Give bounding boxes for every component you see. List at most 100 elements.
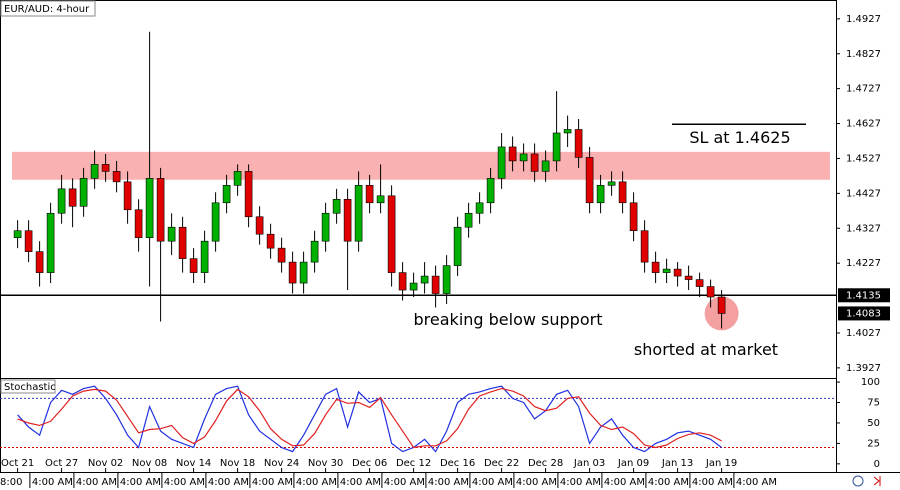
- candle-body: [145, 178, 154, 238]
- candle-body: [673, 268, 682, 277]
- candle-body: [662, 268, 671, 273]
- y-tick-label: 1.4927: [846, 14, 881, 25]
- candle-body: [475, 202, 484, 214]
- x-tick-label: Jan 09: [617, 458, 649, 469]
- candle-body: [464, 212, 473, 228]
- candle-body: [695, 279, 704, 287]
- y-tick-label: 1.4727: [846, 84, 881, 95]
- y-tick-label: 1.4627: [846, 119, 881, 130]
- candle-body: [222, 185, 231, 204]
- candle-body: [541, 160, 550, 172]
- candle-body: [167, 226, 176, 242]
- candle-body: [442, 265, 451, 294]
- icon[interactable]: [852, 475, 864, 487]
- corner-icons[interactable]: [852, 475, 881, 487]
- y-tick-label: 1.4027: [846, 328, 881, 339]
- candle-body: [343, 198, 352, 242]
- x-tick-label: Dec 22: [484, 458, 519, 469]
- y-tick-label: 0: [874, 459, 880, 470]
- candle-body: [68, 188, 77, 207]
- candle-body: [123, 181, 132, 211]
- last-price-label: 1.4083: [846, 308, 881, 319]
- candle-body: [530, 153, 539, 172]
- candle-body: [552, 132, 561, 162]
- x-tick-label: Nov 30: [308, 458, 343, 469]
- candle-body: [420, 275, 429, 284]
- x-tick-label: Nov 14: [176, 458, 211, 469]
- time-tick-label: 4:00 AM: [208, 477, 249, 488]
- x-tick-label: Nov 24: [264, 458, 299, 469]
- time-tick-label: 4:00 AM: [648, 477, 689, 488]
- x-tick-label: Jan 03: [573, 458, 605, 469]
- candle-body: [156, 178, 165, 242]
- candle-body: [717, 296, 726, 314]
- candle-body: [365, 185, 374, 204]
- candle-body: [79, 178, 88, 207]
- candle-body: [233, 171, 242, 186]
- x-tick-label: Jan 19: [705, 458, 737, 469]
- candle-body: [332, 198, 341, 214]
- time-tick-label: 4:00 AM: [164, 477, 205, 488]
- candle-body: [574, 129, 583, 158]
- y-tick-label: 1.4827: [846, 49, 881, 60]
- candle-body: [134, 209, 143, 238]
- candle-body: [398, 272, 407, 291]
- candle-body: [46, 212, 55, 273]
- y-tick-label: 1.3927: [846, 363, 881, 374]
- y-tick-label: 1.4327: [846, 223, 881, 234]
- x-tick-label: Oct 21: [1, 458, 34, 469]
- time-tick-label: 4:00 AM: [736, 477, 777, 488]
- y-tick-label: 1.4427: [846, 188, 881, 199]
- time-tick-label: 4:00 AM: [340, 477, 381, 488]
- x-tick-label: Dec 06: [352, 458, 387, 469]
- annotation: shorted at market: [634, 340, 778, 359]
- candle-body: [640, 230, 649, 263]
- candle-body: [112, 171, 121, 183]
- candle-body: [585, 157, 594, 204]
- candle-body: [277, 247, 286, 263]
- candle-body: [200, 240, 209, 273]
- stochastic-line: [17, 387, 722, 449]
- candle-body: [497, 146, 506, 179]
- candle-body: [321, 212, 330, 242]
- candle-body: [13, 230, 22, 238]
- y-tick-label: 1.4527: [846, 153, 881, 164]
- candle-body: [431, 275, 440, 294]
- candle-body: [101, 164, 110, 172]
- x-tick-label: Nov 02: [88, 458, 123, 469]
- indicator-title-box: [0, 379, 56, 394]
- x-tick-label: Dec 16: [440, 458, 475, 469]
- candle-body: [706, 286, 715, 298]
- last-price-box: [838, 306, 890, 321]
- candle-body: [178, 226, 187, 259]
- candle-body: [354, 185, 363, 242]
- x-tick-label: Jan 13: [661, 458, 693, 469]
- time-tick-label: 4:00 AM: [472, 477, 513, 488]
- x-tick-label: Dec 28: [528, 458, 563, 469]
- candle-body: [189, 258, 198, 273]
- time-tick-label: 4:00 AM: [560, 477, 601, 488]
- candle-body: [255, 216, 264, 235]
- y-tick-label: 100: [861, 377, 880, 388]
- candle-body: [266, 233, 275, 249]
- y-tick-label: 75: [867, 398, 880, 409]
- support-price-box: [838, 288, 890, 303]
- time-tick-label: 4:00 AM: [32, 477, 73, 488]
- time-tick-label: 4:00 AM: [384, 477, 425, 488]
- candle-body: [288, 261, 297, 284]
- time-tick-label: 4:00 AM: [252, 477, 293, 488]
- stochastic-line: [17, 385, 722, 453]
- y-tick-label: 25: [867, 438, 880, 449]
- candle-body: [376, 195, 385, 204]
- icon[interactable]: [873, 476, 881, 486]
- time-tick-label: 8:00: [0, 477, 22, 488]
- time-tick-label: 4:00 AM: [120, 477, 161, 488]
- candle-body: [90, 164, 99, 179]
- time-tick-label: 4:00 AM: [428, 477, 469, 488]
- candle-body: [299, 261, 308, 284]
- candle-body: [387, 195, 396, 273]
- candle-body: [310, 240, 319, 263]
- candle-body: [519, 153, 528, 162]
